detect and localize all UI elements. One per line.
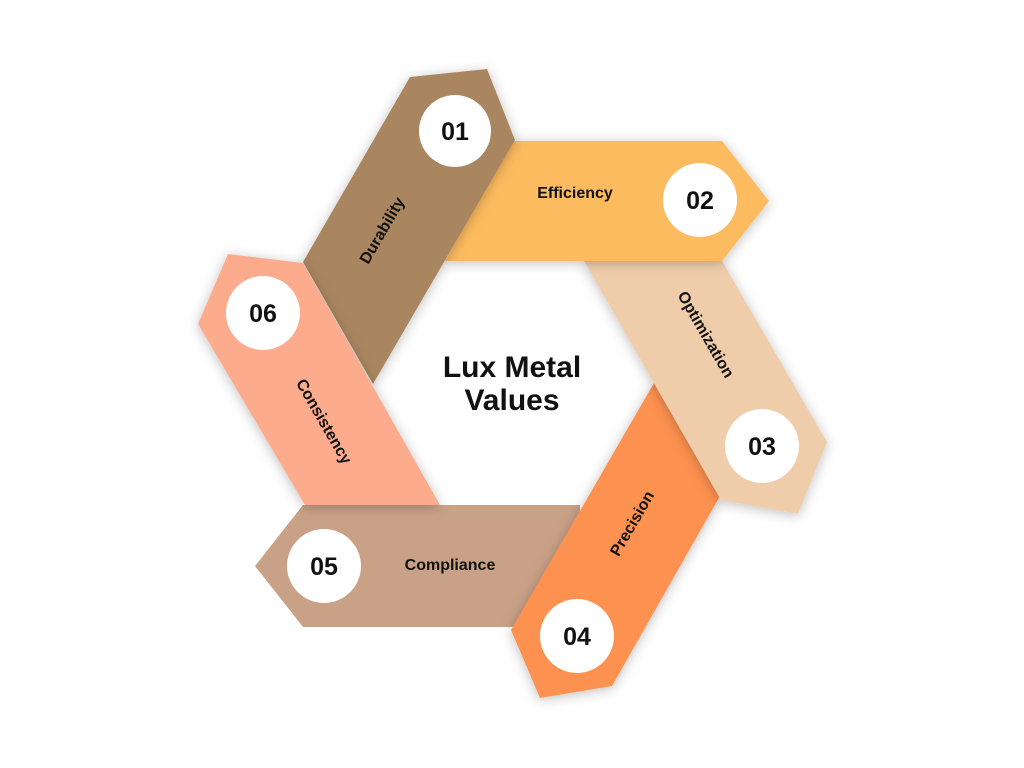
diagram-title-line-2: Values (464, 384, 559, 417)
number-badge-05: 05 (287, 529, 361, 603)
number-badge-04: 04 (540, 599, 614, 673)
number-03: 03 (748, 433, 776, 461)
number-06: 06 (249, 300, 277, 328)
label-compliance: Compliance (405, 557, 496, 574)
number-05: 05 (310, 553, 338, 581)
number-02: 02 (686, 187, 714, 215)
diagram-title-line-1: Lux Metal (443, 351, 581, 384)
number-badge-02: 02 (663, 163, 737, 237)
number-04: 04 (563, 623, 591, 651)
number-badge-06: 06 (226, 276, 300, 350)
number-01: 01 (441, 118, 469, 146)
label-efficiency: Efficiency (537, 185, 613, 202)
number-badge-03: 03 (725, 409, 799, 483)
number-badge-01: 01 (419, 95, 491, 167)
